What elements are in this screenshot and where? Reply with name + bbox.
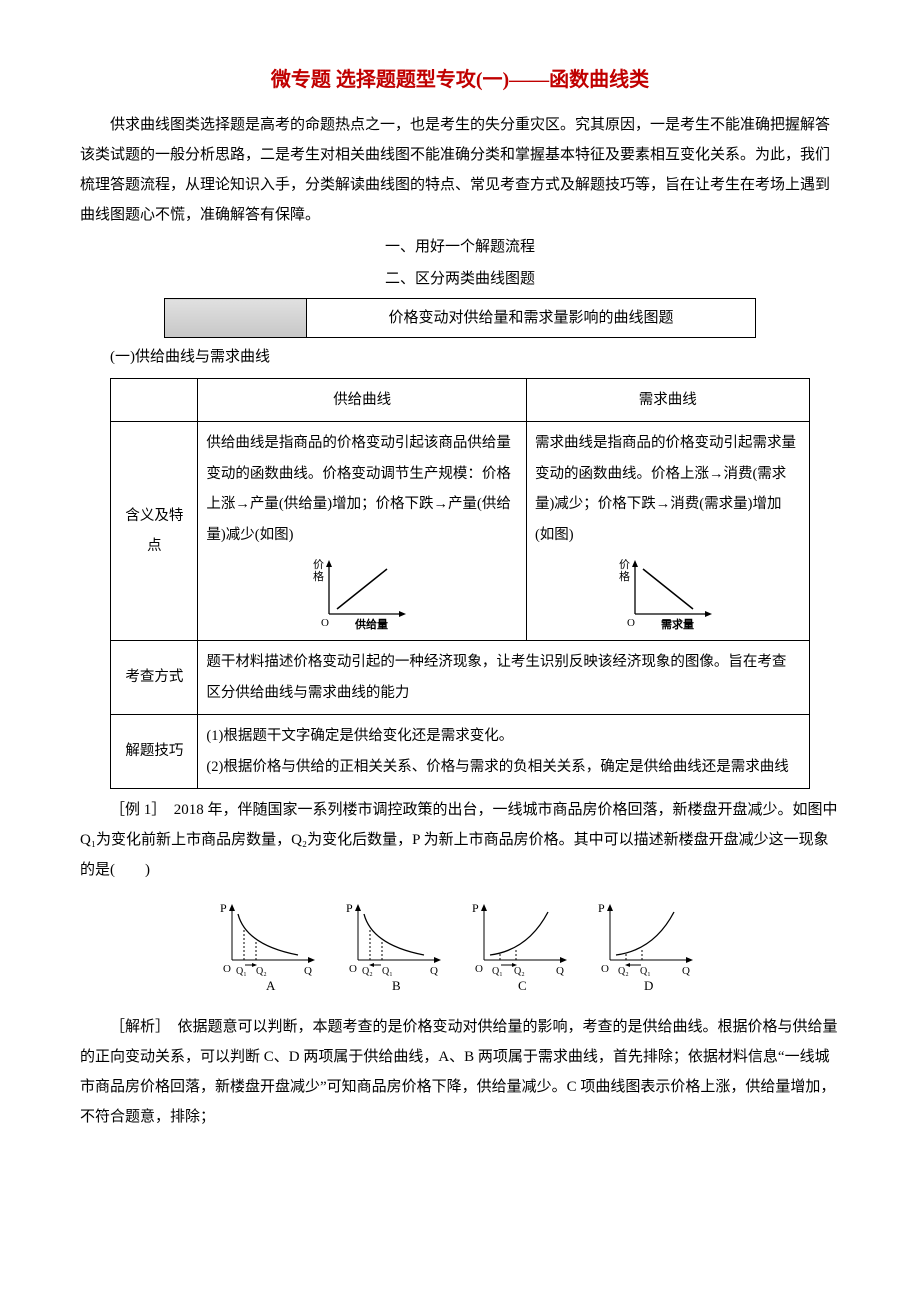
option-label-a: A [266,978,276,993]
svg-text:P: P [346,901,353,915]
svg-text:格: 格 [313,569,324,583]
svg-text:Q: Q [682,965,690,977]
svg-text:Q₂: Q₂ [256,966,267,977]
demand-xlabel: 需求量 [661,617,694,631]
option-chart-b: P O Q₂ Q₁ Q B [342,900,452,995]
supply-text: 供给曲线是指商品的价格变动引起该商品供给量变动的函数曲线。价格变动调节生产规模：… [206,435,511,542]
heading-1: 一、用好一个解题流程 [80,232,840,262]
box-left [164,299,306,338]
example-1: ［例 1］ 2018 年，伴随国家一系列楼市调控政策的出台，一线城市商品房价格回… [80,795,840,885]
svg-text:P: P [220,901,227,915]
svg-text:Q₂: Q₂ [514,966,525,977]
row-exam-label: 考查方式 [111,641,198,715]
page-title: 微专题 选择题题型专攻(一)——函数曲线类 [80,60,840,100]
svg-text:O: O [475,963,483,975]
row-meaning-label: 含义及特点 [111,422,198,641]
supply-xlabel: 供给量 [354,617,388,631]
svg-text:Q: Q [430,965,438,977]
svg-text:Q₁: Q₁ [236,966,247,977]
table-corner [111,379,198,422]
demand-ylabel: 价 [619,558,630,571]
comparison-table: 供给曲线 需求曲线 含义及特点 供给曲线是指商品的价格变动引起该商品供给量变动的… [110,378,809,789]
intro-paragraph: 供求曲线图类选择题是高考的命题热点之一，也是考生的失分重灾区。究其原因，一是考生… [80,110,840,230]
svg-text:Q₁: Q₁ [492,966,503,977]
option-chart-d: P O Q₂ Q₁ Q D [594,900,704,995]
demand-meaning-cell: 需求曲线是指商品的价格变动引起需求量变动的函数曲线。价格上涨→消费(需求量)减少… [526,422,809,641]
origin-o2: O [627,617,635,629]
option-label-c: C [518,978,527,993]
option-chart-a: P O Q₁ Q₂ Q A [216,900,326,995]
exam-mode-text: 题干材料描述价格变动引起的一种经济现象，让考生识别反映该经济现象的图像。旨在考查… [198,641,809,715]
box-right: 价格变动对供给量和需求量影响的曲线图题 [306,299,756,338]
option-label-b: B [392,978,401,993]
svg-text:格: 格 [619,569,630,583]
row-skill-label: 解题技巧 [111,715,198,789]
svg-text:Q₁: Q₁ [382,966,393,977]
skill-text: (1)根据题干文字确定是供给变化还是需求变化。 (2)根据价格与供给的正相关关系… [198,715,809,789]
svg-text:O: O [349,963,357,975]
svg-text:Q₂: Q₂ [362,966,373,977]
svg-text:O: O [601,963,609,975]
subsection-label: (一)供给曲线与需求曲线 [80,342,840,372]
category-box: 价格变动对供给量和需求量影响的曲线图题 [164,298,757,338]
origin-o: O [321,617,329,629]
analysis-paragraph: ［解析］ 依据题意可以判断，本题考查的是价格变动对供给量的影响，考查的是供给曲线… [80,1012,840,1132]
col-demand: 需求曲线 [526,379,809,422]
option-chart-c: P O Q₁ Q₂ Q C [468,900,578,995]
svg-text:Q₂: Q₂ [618,966,629,977]
demand-mini-chart: 价 格 O 需求量 [613,554,723,634]
svg-text:O: O [223,963,231,975]
svg-text:P: P [598,901,605,915]
col-supply: 供给曲线 [198,379,527,422]
svg-text:Q: Q [556,965,564,977]
option-label-d: D [644,978,653,993]
demand-text: 需求曲线是指商品的价格变动引起需求量变动的函数曲线。价格上涨→消费(需求量)减少… [535,435,796,542]
heading-2: 二、区分两类曲线图题 [80,264,840,294]
supply-ylabel: 价 [313,558,324,571]
svg-text:Q₁: Q₁ [640,966,651,977]
supply-mini-chart: 价 格 O 供给量 [307,554,417,634]
option-charts-row: P O Q₁ Q₂ Q A P O Q₂ Q₁ Q B P O Q₁ Q₂ Q … [80,900,840,1006]
svg-text:P: P [472,901,479,915]
supply-meaning-cell: 供给曲线是指商品的价格变动引起该商品供给量变动的函数曲线。价格变动调节生产规模：… [198,422,527,641]
svg-text:Q: Q [304,965,312,977]
